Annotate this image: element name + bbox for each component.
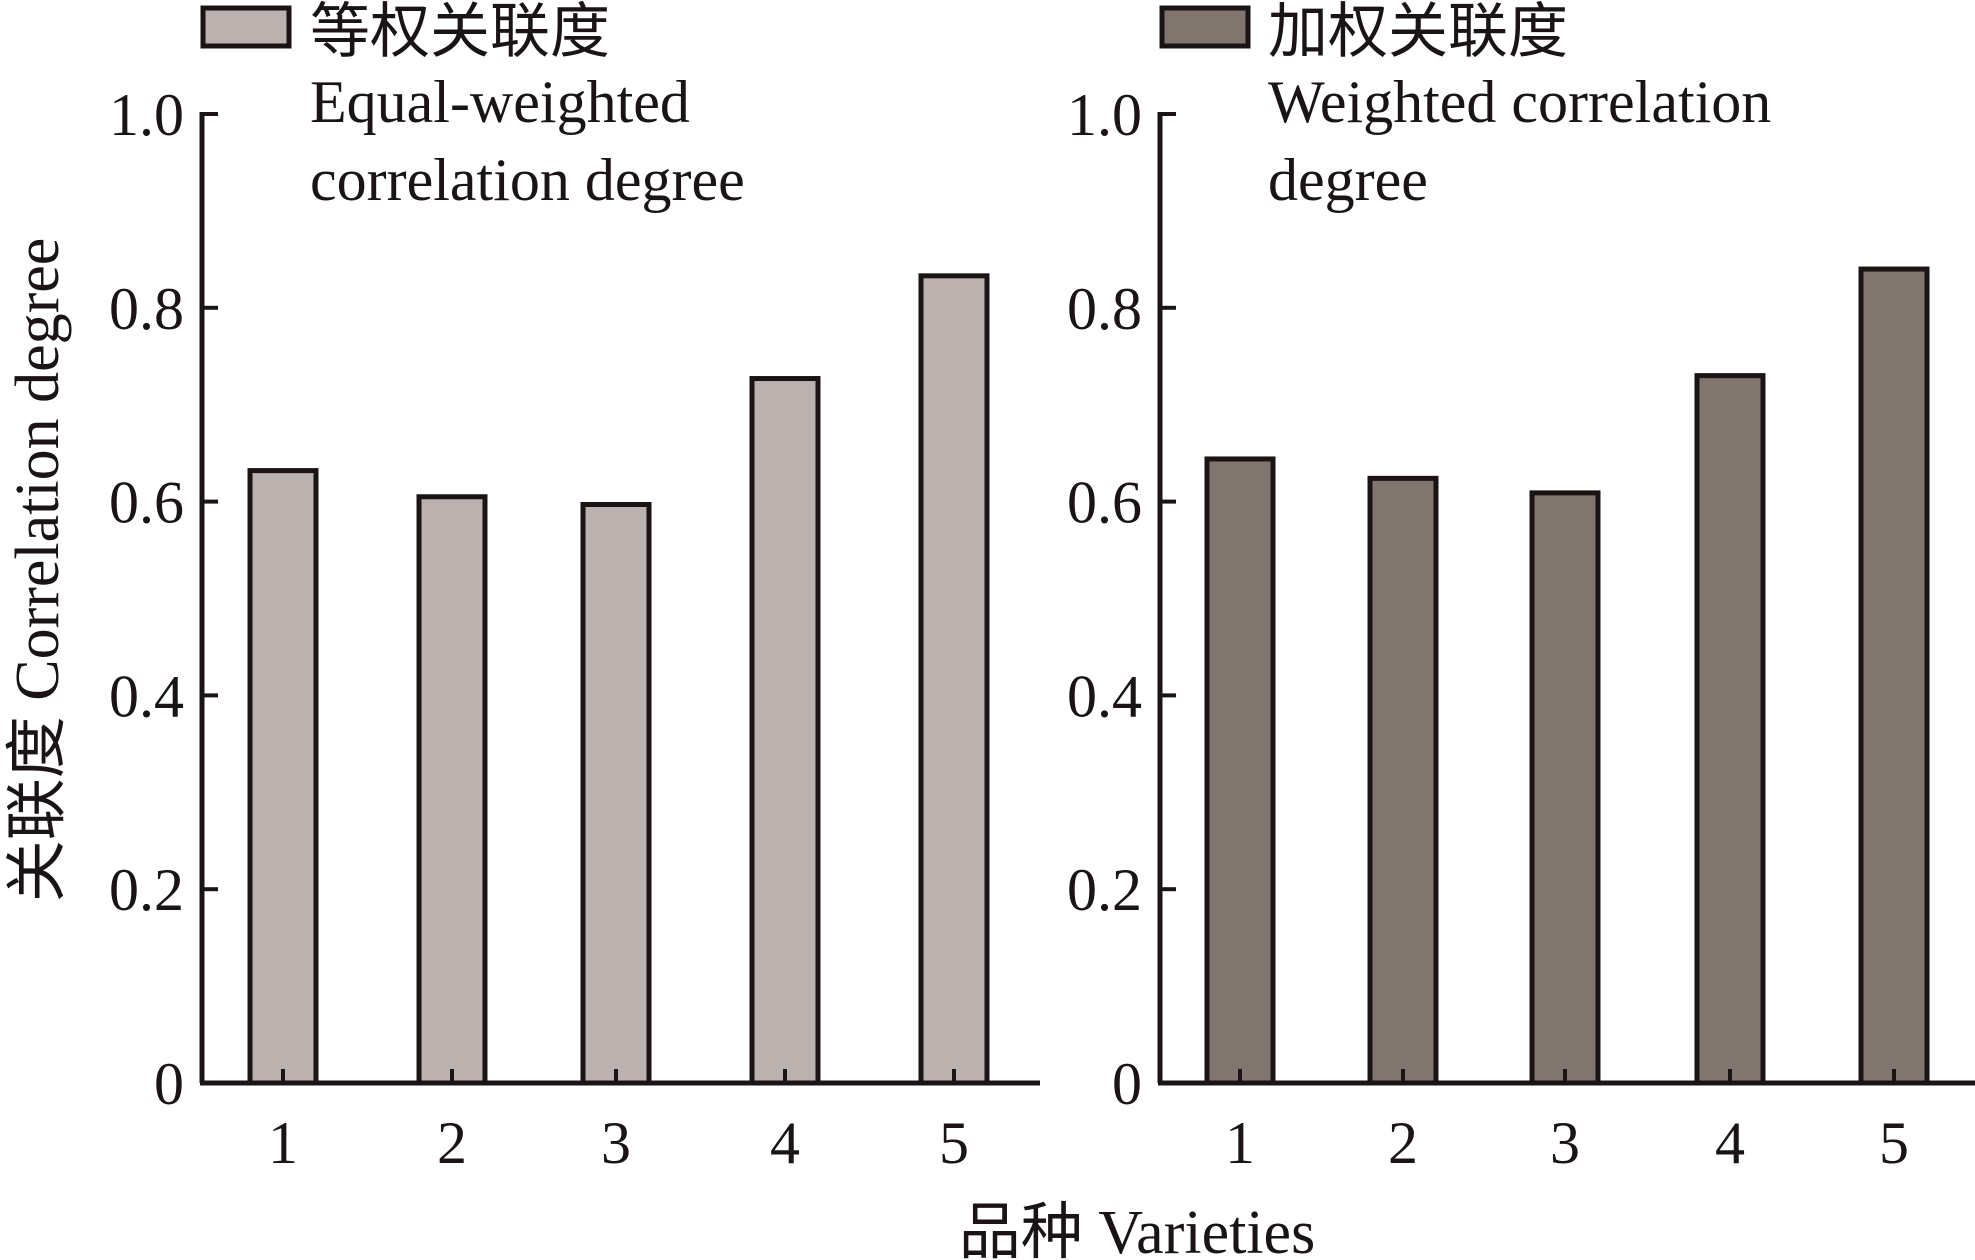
legend-label-cn: 加权关联度 (1268, 0, 1568, 65)
y-axis-title: 关联度 Correlation degree (4, 238, 72, 903)
bar-2 (416, 494, 488, 1086)
panel-equal-weighted: 0 0.2 0.4 0.6 0.8 1.0 1 2 3 4 5 等权关联度Equal-weighted… (109, 0, 1040, 1176)
y-tick-label-0-4: 0.4 (1067, 663, 1142, 729)
legend-swatch (200, 5, 292, 49)
y-tick-label-1-0: 1.0 (109, 82, 184, 148)
y-tick-label-1-0: 1.0 (1067, 82, 1142, 148)
legend-label-en-line-2: degree (1268, 147, 1428, 213)
legend-label-en-line-1: Weighted correlation (1268, 69, 1771, 135)
x-tick-label-1: 1 (268, 1110, 298, 1176)
x-tick-label-5: 5 (939, 1110, 969, 1176)
legend-label-en-line-2: correlation degree (310, 147, 745, 213)
y-tick-label-0-8: 0.8 (1067, 276, 1142, 342)
bar-3 (1529, 490, 1601, 1086)
bar-1 (1204, 456, 1276, 1086)
y-tick-label-0-8: 0.8 (109, 276, 184, 342)
bar-4 (1694, 373, 1766, 1086)
bar-5 (1858, 266, 1930, 1086)
x-tick-label-2: 2 (437, 1110, 467, 1176)
x-tick-label-4: 4 (1715, 1110, 1745, 1176)
legend-label-en-line-1: Equal-weighted (310, 69, 690, 135)
y-tick-label-0-6: 0.6 (1067, 470, 1142, 536)
legend-swatch (1159, 5, 1251, 49)
y-tick-label-0-2: 0.2 (1067, 857, 1142, 923)
y-tick-label-0: 0 (154, 1051, 184, 1117)
x-tick-label-3: 3 (601, 1110, 631, 1176)
x-tick-label-2: 2 (1388, 1110, 1418, 1176)
legend-label-cn: 等权关联度 (310, 0, 610, 65)
y-tick-label-0-4: 0.4 (109, 663, 184, 729)
x-tick-label-1: 1 (1225, 1110, 1255, 1176)
bar-2 (1367, 475, 1439, 1086)
bar-4 (749, 376, 821, 1086)
bar-1 (247, 468, 319, 1086)
x-tick-label-5: 5 (1879, 1110, 1909, 1176)
x-axis-title: 品种 Varieties (959, 1199, 1315, 1260)
y-tick-label-0-6: 0.6 (109, 470, 184, 536)
x-tick-label-4: 4 (770, 1110, 800, 1176)
y-tick-label-0: 0 (1112, 1051, 1142, 1117)
y-tick-label-0-2: 0.2 (109, 857, 184, 923)
bar-5 (918, 273, 990, 1086)
x-tick-label-3: 3 (1550, 1110, 1580, 1176)
bar-3 (580, 502, 652, 1086)
